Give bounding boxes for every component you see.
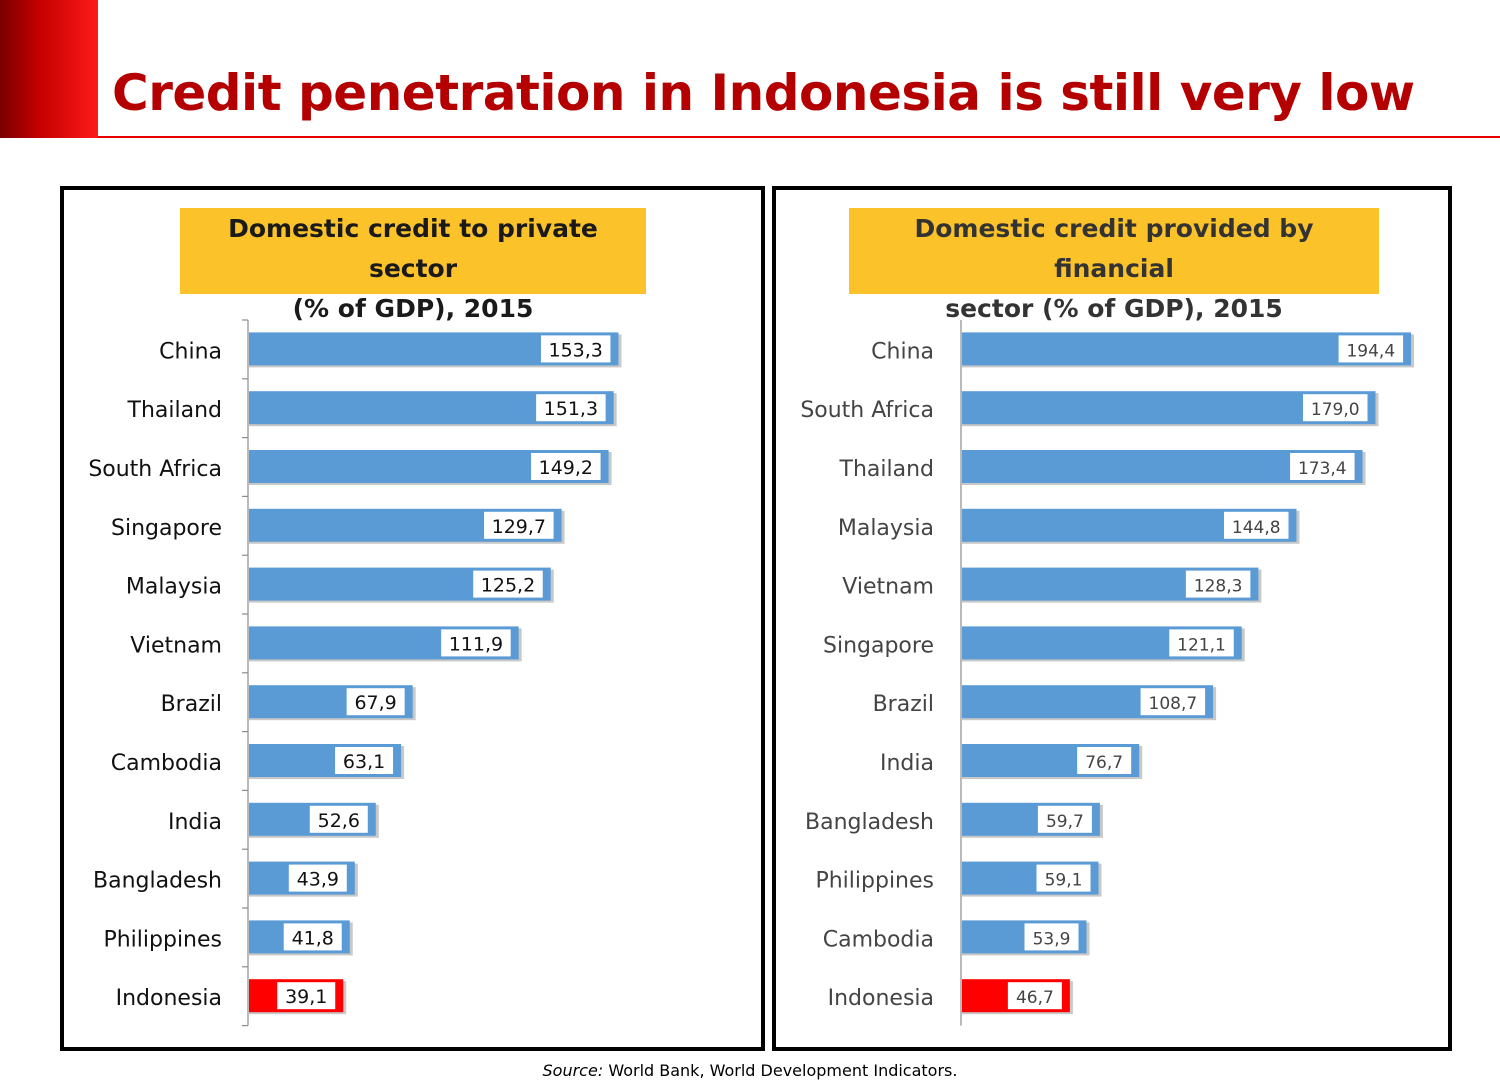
category-label: Thailand	[127, 398, 222, 423]
data-label-box	[1185, 570, 1251, 598]
data-label-box	[1290, 453, 1355, 480]
data-label: 173,4	[1298, 459, 1347, 479]
data-label: 144,8	[1232, 518, 1281, 538]
category-label: Cambodia	[111, 751, 222, 776]
category-label: Malaysia	[126, 575, 222, 600]
data-label-box	[1077, 747, 1132, 774]
data-label: 121,1	[1177, 635, 1226, 655]
source-note: Source: World Bank, World Development In…	[0, 1061, 1500, 1080]
chart-panel-financial-credit: Domestic credit provided by financial se…	[772, 186, 1452, 1051]
data-label-box	[1223, 511, 1289, 539]
source-label: Source:	[542, 1061, 604, 1080]
chart-title-line: Domestic credit provided by financial	[914, 214, 1314, 283]
data-label-box	[441, 629, 511, 657]
data-label: 151,3	[544, 398, 598, 420]
data-label: 194,4	[1346, 341, 1395, 361]
data-label-box	[277, 982, 336, 1010]
category-label: Bangladesh	[805, 810, 934, 835]
data-label: 52,6	[318, 810, 360, 832]
category-label: Brazil	[161, 692, 222, 717]
data-label-box	[473, 570, 543, 598]
data-label: 108,7	[1149, 694, 1198, 714]
bar-chart-financial-credit: China 194,4 South Africa 179,0 Thailand 173,4…	[800, 320, 1415, 1026]
data-label: 76,7	[1085, 753, 1123, 773]
chart-title-financial-credit: Domestic credit provided by financial se…	[849, 208, 1379, 323]
data-label-box	[1140, 688, 1206, 716]
chart-title-line: Domestic credit to private sector	[228, 214, 598, 283]
data-label: 63,1	[343, 751, 385, 773]
data-label: 149,2	[539, 457, 593, 479]
bar	[962, 332, 1412, 366]
category-label: Singapore	[823, 633, 934, 658]
data-label-box	[540, 335, 611, 363]
data-label: 129,7	[492, 516, 546, 538]
data-label-box	[1302, 394, 1368, 422]
chart-panel-private-credit: Domestic credit to private sector (% of …	[60, 186, 765, 1051]
data-label: 67,9	[354, 692, 396, 714]
category-label: Vietnam	[842, 575, 934, 600]
category-label: China	[871, 339, 934, 364]
data-label: 46,7	[1016, 988, 1054, 1008]
data-label-box	[309, 805, 368, 833]
category-label: China	[159, 339, 222, 364]
category-label: Indonesia	[116, 986, 222, 1011]
category-label: Philippines	[103, 927, 222, 952]
data-label-box	[484, 511, 554, 539]
data-label: 153,3	[548, 339, 602, 361]
data-label-box	[1007, 982, 1062, 1010]
category-label: South Africa	[88, 457, 222, 482]
data-label: 125,2	[481, 575, 535, 597]
data-label-box	[536, 394, 606, 422]
data-label-box	[1036, 864, 1091, 892]
category-label: South Africa	[800, 398, 934, 423]
slide-title: Credit penetration in Indonesia is still…	[112, 64, 1415, 122]
data-label: 53,9	[1033, 929, 1071, 949]
category-label: India	[168, 810, 222, 835]
bar-chart-private-credit: China 153,3 Thailand 151,3 South Africa 149,2…	[88, 319, 622, 1027]
data-label-box	[1338, 335, 1404, 363]
data-label-box	[531, 453, 601, 480]
data-label: 41,8	[292, 927, 334, 949]
data-label-box	[1169, 629, 1234, 657]
data-label-box	[1024, 923, 1079, 951]
title-divider	[98, 136, 1500, 138]
category-label: Cambodia	[823, 927, 934, 952]
chart-title-line: (% of GDP), 2015	[292, 294, 534, 323]
data-label: 39,1	[285, 986, 327, 1008]
title-accent-block	[0, 0, 98, 138]
data-label-box	[283, 923, 342, 951]
category-label: Singapore	[111, 516, 222, 541]
category-label: Bangladesh	[93, 869, 222, 894]
category-label: Indonesia	[828, 986, 934, 1011]
source-text: World Bank, World Development Indicators…	[608, 1061, 958, 1080]
category-label: Thailand	[839, 457, 934, 482]
data-label: 128,3	[1194, 577, 1243, 597]
data-label-box	[335, 747, 394, 774]
chart-title-private-credit: Domestic credit to private sector (% of …	[180, 208, 646, 323]
data-label: 59,1	[1045, 871, 1083, 891]
data-label: 179,0	[1311, 400, 1360, 420]
data-label-box	[288, 864, 347, 892]
data-label-box	[346, 688, 405, 716]
category-label: Malaysia	[838, 516, 934, 541]
category-label: Brazil	[873, 692, 934, 717]
category-label: Vietnam	[130, 633, 222, 658]
category-label: India	[880, 751, 934, 776]
data-label-box	[1037, 805, 1092, 833]
data-label: 111,9	[449, 633, 503, 655]
category-label: Philippines	[815, 869, 934, 894]
data-label: 59,7	[1046, 812, 1084, 832]
chart-title-line: sector (% of GDP), 2015	[945, 294, 1283, 323]
data-label: 43,9	[297, 869, 339, 891]
